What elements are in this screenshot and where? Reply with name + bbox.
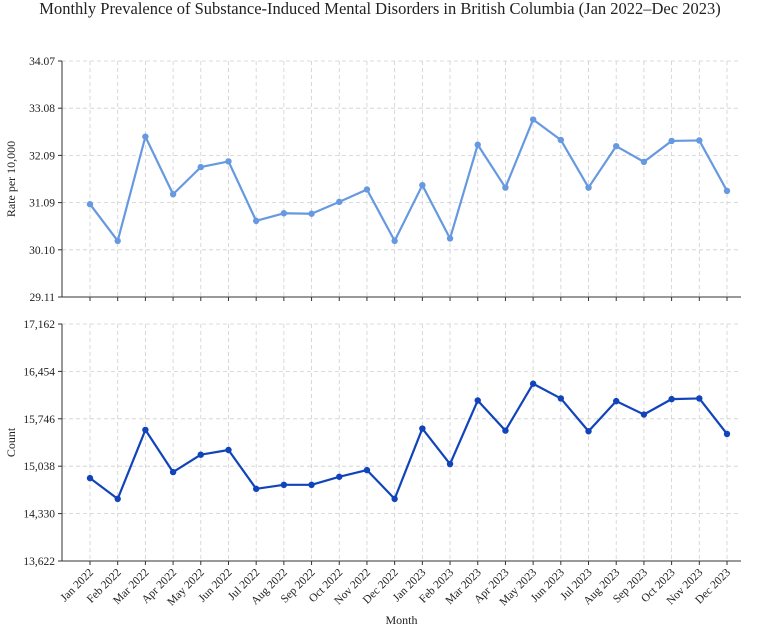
rate-data-point [336, 198, 343, 206]
rate-data-point [169, 191, 177, 198]
count-data-point [86, 474, 94, 482]
count-data-point [419, 425, 426, 432]
count-data-point [696, 395, 703, 402]
count-data-point [197, 451, 204, 458]
count-data-point [529, 380, 537, 387]
rate-y-tick-label: 31.09 [29, 198, 55, 210]
count-y-tick-label: 15,746 [23, 414, 55, 426]
count-data-point [391, 495, 398, 503]
rate-data-point [252, 217, 260, 225]
chart-title: Monthly Prevalence of Substance-Induced … [39, 0, 720, 18]
rate-data-point [723, 187, 731, 195]
rate-data-point [86, 201, 94, 208]
count-data-point [169, 468, 177, 476]
rate-data-point [696, 137, 703, 144]
rate-y-tick-label: 32.09 [29, 150, 55, 162]
rate-data-point [640, 158, 648, 166]
rate-y-tick-label: 29.11 [30, 292, 56, 304]
count-data-point [557, 395, 565, 402]
count-data-point [252, 485, 260, 493]
rate-data-point [225, 158, 232, 165]
rate-data-point [557, 136, 565, 144]
rate-data-point [363, 186, 371, 193]
rate-data-point [114, 237, 121, 245]
count-data-point [225, 446, 232, 454]
rate-data-point [474, 141, 481, 148]
rate-data-point [613, 142, 620, 150]
rate-data-point [668, 137, 675, 145]
rate-y-tick-label: 34.07 [29, 56, 55, 68]
rate-y-tick-label: 33.08 [29, 103, 55, 115]
rate-y-axis-title: Rate per 10,000 [4, 141, 18, 217]
rate-data-point [585, 184, 592, 191]
x-axis-title: Month [385, 613, 417, 626]
rate-data-point [446, 235, 454, 242]
count-data-point [668, 395, 675, 403]
rate-data-point [197, 163, 204, 171]
count-data-point [308, 481, 315, 489]
count-data-point [142, 426, 149, 434]
count-data-point [114, 495, 121, 503]
count-y-tick-label: 13,622 [23, 556, 55, 568]
rate-data-point [142, 133, 149, 140]
rate-data-point [280, 210, 288, 217]
count-data-point [280, 481, 288, 489]
count-data-point [640, 411, 648, 418]
rate-data-point [502, 184, 509, 191]
count-y-tick-label: 14,330 [23, 509, 55, 521]
count-y-tick-label: 16,454 [23, 366, 55, 378]
count-data-point [446, 460, 454, 468]
rate-data-point [391, 237, 398, 245]
rate-data-point [308, 210, 315, 217]
count-data-point [613, 397, 620, 405]
rate-data-point [419, 181, 426, 189]
count-series-line [89, 382, 728, 500]
rate-data-point [529, 116, 537, 123]
rate-y-tick-label: 30.10 [29, 245, 55, 257]
rate-series-line [89, 118, 728, 242]
count-data-point [474, 397, 481, 404]
count-data-point [723, 430, 731, 438]
count-data-point [363, 466, 371, 474]
count-data-point [336, 473, 343, 480]
count-y-tick-label: 17,162 [23, 319, 55, 331]
count-y-tick-label: 15,038 [23, 461, 55, 473]
count-data-point [585, 428, 592, 435]
count-y-axis-title: Count [4, 427, 18, 457]
count-data-point [502, 427, 509, 434]
